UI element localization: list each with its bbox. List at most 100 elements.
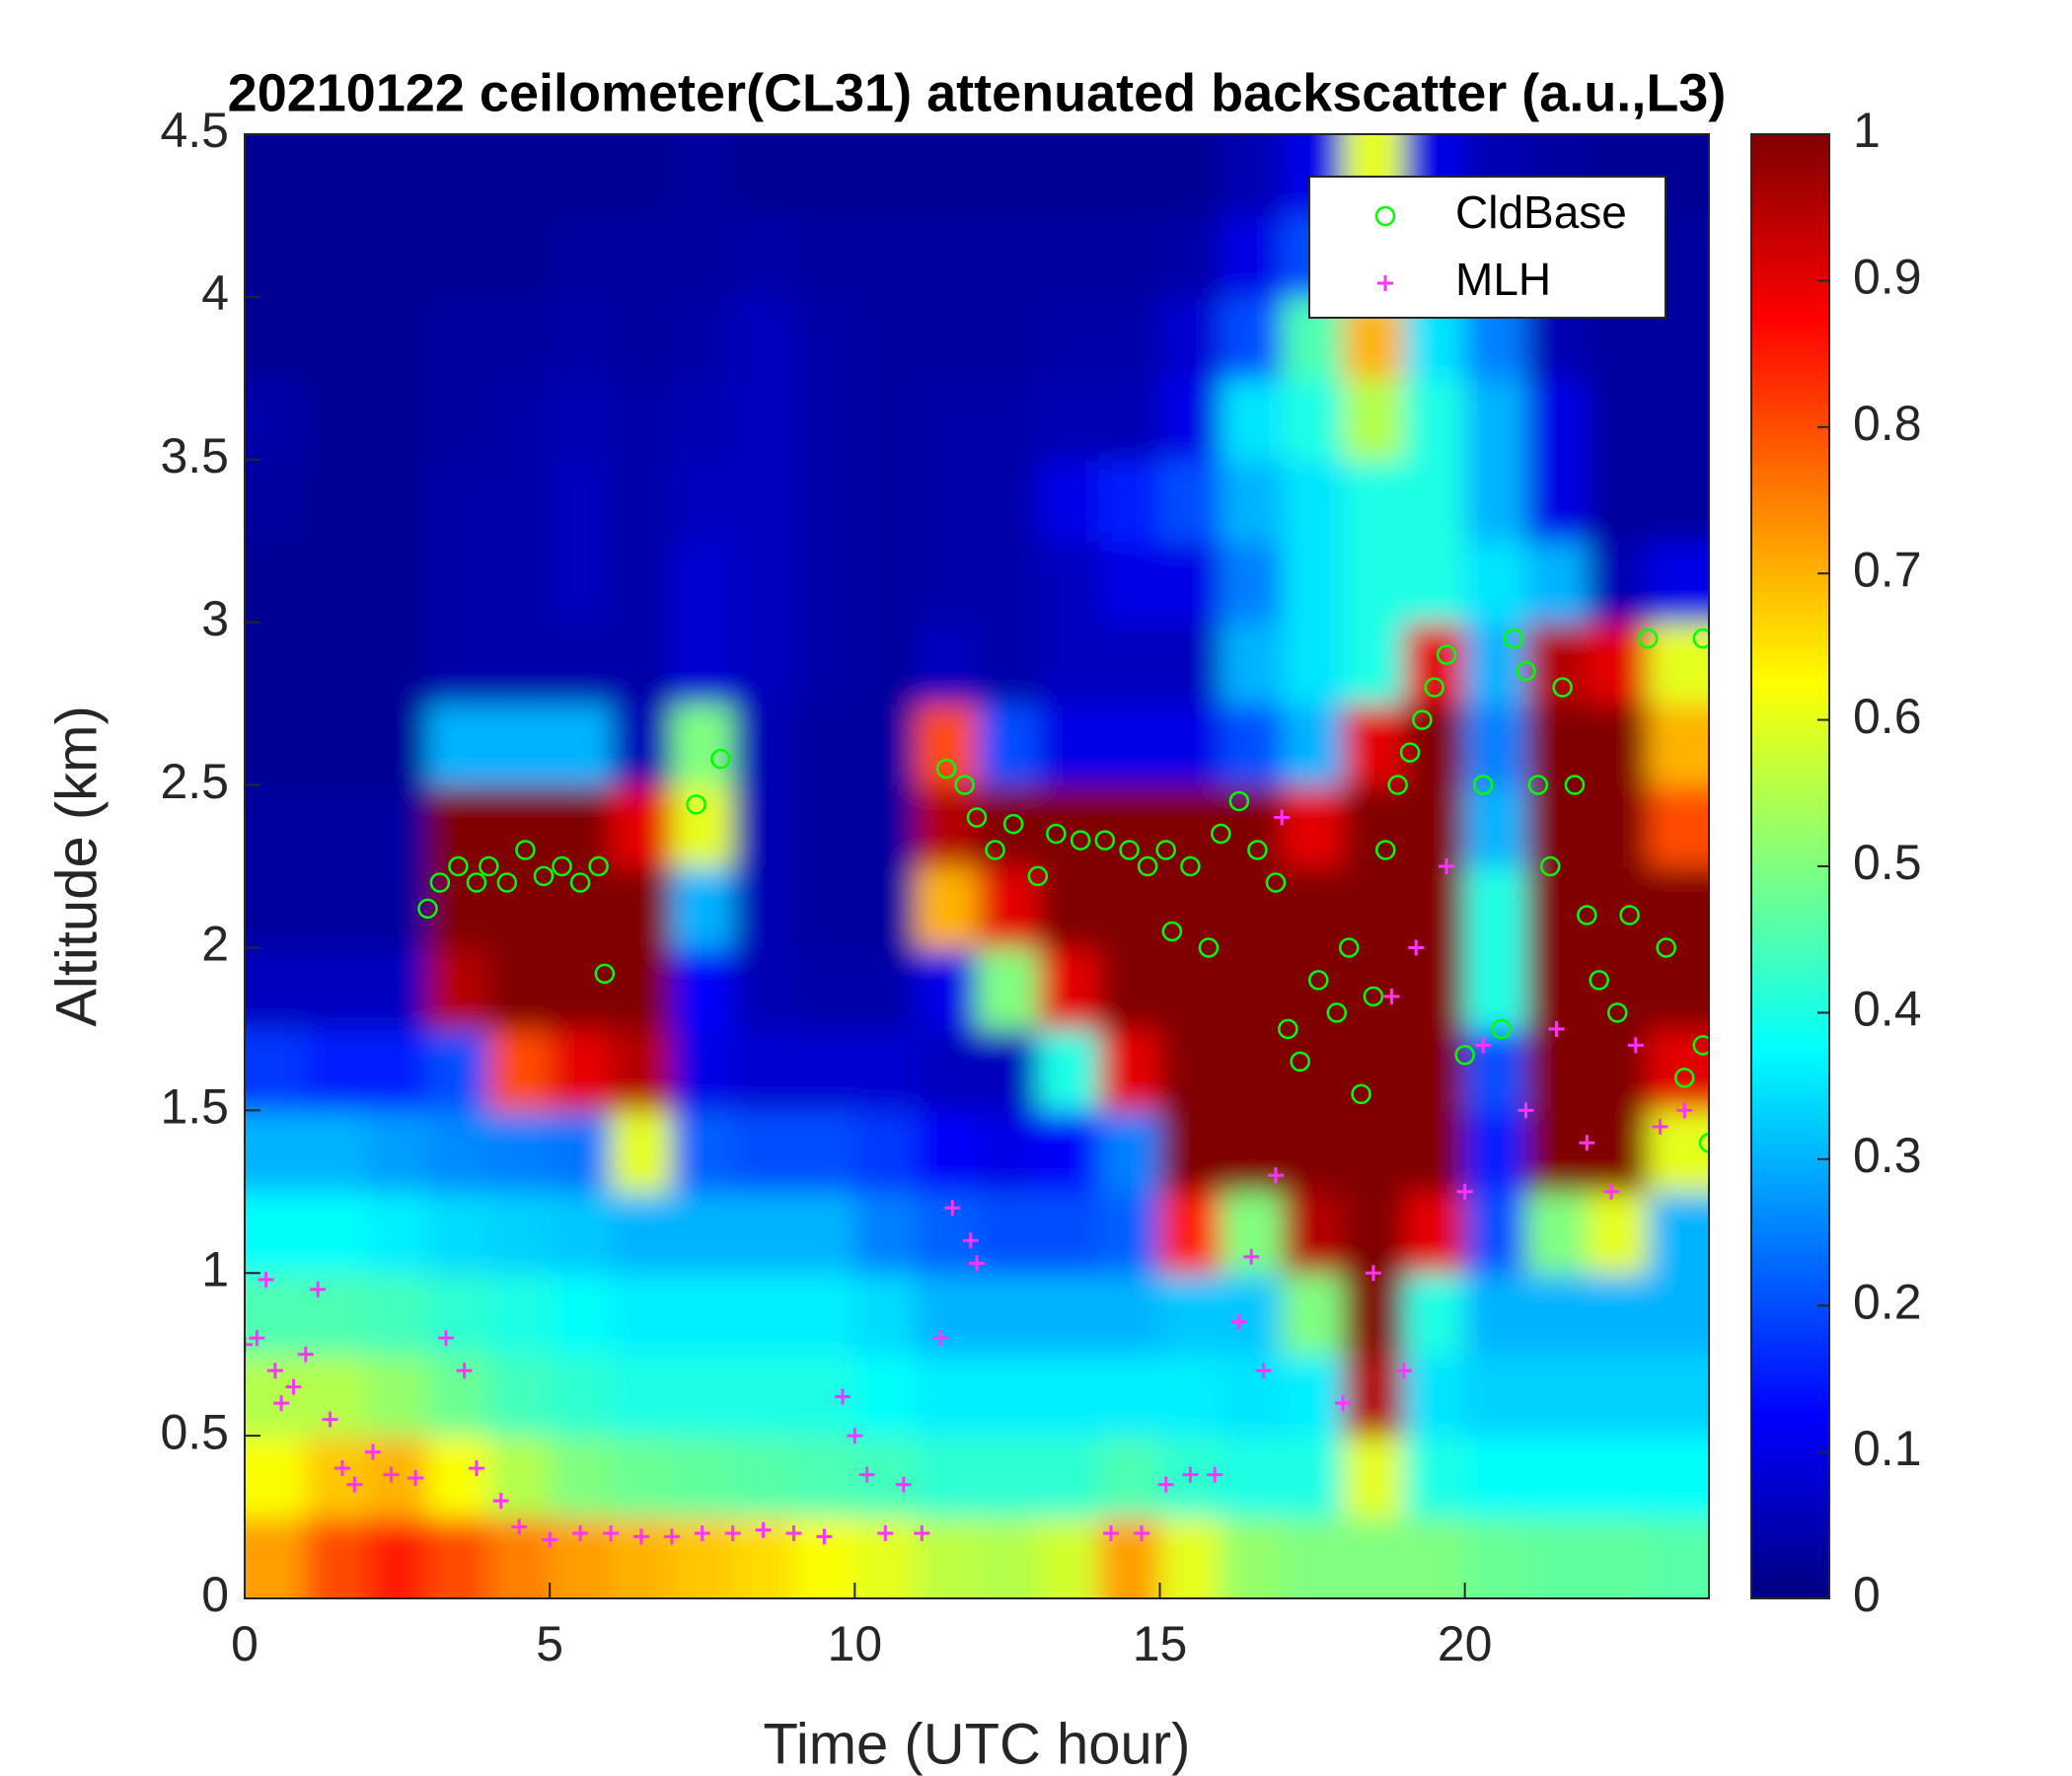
heatmap-cell <box>427 947 490 1030</box>
heatmap-cell <box>488 947 552 1030</box>
heatmap-cell <box>916 1436 978 1518</box>
heatmap-cell <box>854 1273 918 1356</box>
heatmap-cell <box>305 541 368 624</box>
heatmap-cell <box>1464 1110 1527 1193</box>
heatmap-cell <box>611 866 673 949</box>
heatmap-cell <box>1343 459 1405 543</box>
heatmap-cell <box>671 947 734 1030</box>
heatmap-cell <box>245 1517 307 1598</box>
heatmap-cell <box>1037 1517 1100 1598</box>
heatmap-cell <box>977 1273 1039 1356</box>
mlh-marker <box>1627 1037 1644 1054</box>
heatmap-cell <box>1037 1191 1100 1275</box>
heatmap-cell <box>1648 1436 1709 1518</box>
mlh-marker <box>1475 1037 1492 1054</box>
heatmap-cell <box>1221 1517 1284 1598</box>
mlh-marker <box>847 1428 863 1444</box>
heatmap-cell <box>854 1436 918 1518</box>
heatmap-cell <box>854 1191 918 1275</box>
chart-title: 20210122 ceilometer(CL31) attenuated bac… <box>228 63 1727 122</box>
heatmap-cell <box>1403 866 1466 949</box>
heatmap-cell <box>1648 703 1709 786</box>
cldbase-marker <box>479 855 499 877</box>
heatmap-cell <box>732 459 795 543</box>
heatmap-cell <box>977 378 1039 461</box>
heatmap-cell <box>1343 1028 1405 1112</box>
x-tick-label: 15 <box>1133 1616 1188 1671</box>
heatmap-cell <box>1037 378 1100 461</box>
cldbase-marker <box>417 898 438 920</box>
heatmap-cell <box>1037 622 1100 705</box>
heatmap-cell <box>671 215 734 298</box>
cldbase-marker <box>966 807 988 828</box>
heatmap-cell <box>1037 703 1100 786</box>
cldbase-marker <box>935 758 957 779</box>
heatmap-cell <box>1343 378 1405 461</box>
heatmap-cell <box>854 541 918 624</box>
heatmap-cell <box>1525 1028 1589 1112</box>
heatmap-cell <box>488 784 552 867</box>
mlh-marker <box>962 1232 979 1249</box>
heatmap-cell <box>793 134 856 217</box>
cldbase-marker <box>1326 1002 1348 1023</box>
heatmap-cell <box>1037 1028 1100 1112</box>
heatmap-cell <box>1282 1273 1344 1356</box>
colorbar-tick-label: 1 <box>1853 103 1881 158</box>
heatmap-cell <box>732 1436 795 1518</box>
heatmap-cell <box>1587 1354 1650 1438</box>
heatmap-cell <box>1098 378 1161 461</box>
heatmap-cell <box>1221 703 1284 786</box>
heatmap-cell <box>1525 1273 1589 1356</box>
heatmap-cell <box>1343 1436 1405 1518</box>
colorbar <box>1750 133 1830 1599</box>
heatmap-cell <box>1221 866 1284 949</box>
heatmap-cell <box>793 378 856 461</box>
heatmap-cell <box>611 215 673 298</box>
heatmap-cell <box>305 1110 368 1193</box>
heatmap-cell <box>977 296 1039 380</box>
cldbase-marker <box>1137 855 1158 877</box>
mlh-marker <box>266 1363 283 1379</box>
heatmap-cell <box>1648 622 1709 705</box>
cldbase-marker <box>1027 865 1049 887</box>
heatmap-cell <box>427 1191 490 1275</box>
heatmap-cell <box>977 1436 1039 1518</box>
heatmap-cell <box>1282 459 1344 543</box>
heatmap-cell <box>550 947 612 1030</box>
y-axis-label: Altitude (km) <box>44 705 109 1027</box>
heatmap-cell <box>1037 296 1100 380</box>
heatmap-cell <box>1159 1354 1222 1438</box>
heatmap-cell <box>977 134 1039 217</box>
cldbase-marker <box>686 794 706 815</box>
heatmap-cell <box>854 1028 918 1112</box>
heatmap-cell <box>1648 1273 1709 1356</box>
cldbase-marker <box>710 748 731 770</box>
heatmap-cell <box>1159 296 1222 380</box>
mlh-marker <box>694 1525 710 1542</box>
heatmap-cell <box>366 1517 429 1598</box>
heatmap-cell <box>1403 378 1466 461</box>
heatmap-cell <box>427 1517 490 1598</box>
heatmap-cell <box>611 703 673 786</box>
heatmap-cell <box>916 378 978 461</box>
heatmap-cell <box>854 703 918 786</box>
heatmap-cell <box>245 459 307 543</box>
heatmap-cell <box>1282 622 1344 705</box>
heatmap-cell <box>1403 784 1466 867</box>
heatmap-cell <box>977 215 1039 298</box>
y-tick-label: 3.5 <box>160 428 229 483</box>
heatmap-cell <box>916 784 978 867</box>
heatmap-cell <box>1159 1110 1222 1193</box>
heatmap-cell <box>916 947 978 1030</box>
heatmap-cell <box>1098 134 1161 217</box>
heatmap-cell <box>977 541 1039 624</box>
heatmap-cell <box>1159 784 1222 867</box>
heatmap-cell <box>916 622 978 705</box>
heatmap-cell <box>427 866 490 949</box>
heatmap-cell <box>366 784 429 867</box>
heatmap-cell <box>611 378 673 461</box>
heatmap-cell <box>1525 1191 1589 1275</box>
heatmap-cell <box>366 215 429 298</box>
heatmap-cell <box>1464 703 1527 786</box>
